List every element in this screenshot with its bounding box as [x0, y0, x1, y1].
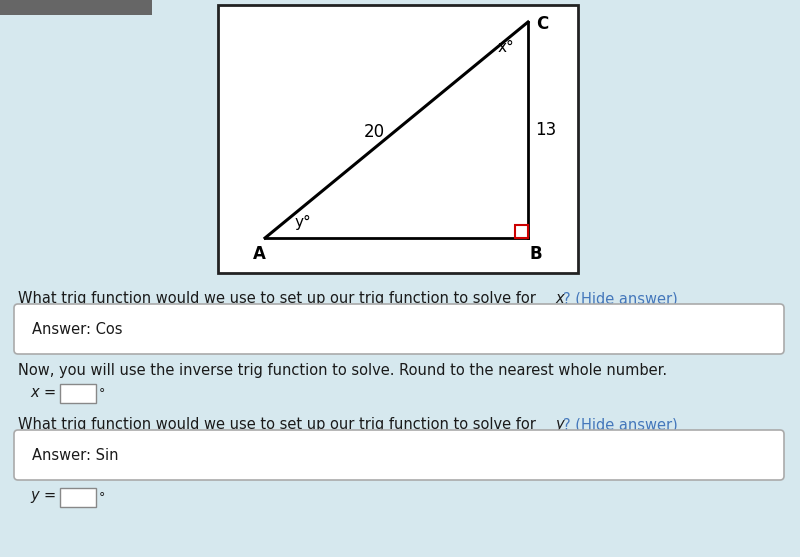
Text: y: y: [555, 417, 564, 432]
Bar: [515, 225, 528, 238]
Text: Now, you will use the inverse trig function to solve. Round to the nearest whole: Now, you will use the inverse trig funct…: [18, 363, 667, 378]
Text: °: °: [99, 388, 106, 400]
Text: Answer: Sin: Answer: Sin: [32, 447, 118, 462]
Text: B: B: [530, 245, 542, 263]
Bar: [60, 488, 96, 507]
Text: 13: 13: [535, 121, 557, 139]
Bar: [0, 0, 152, 15]
Text: $x$ =: $x$ =: [30, 385, 56, 400]
Text: x: x: [555, 291, 564, 306]
Text: ? (Hide answer): ? (Hide answer): [563, 417, 678, 432]
Text: ? (Hide answer): ? (Hide answer): [563, 291, 678, 306]
FancyBboxPatch shape: [14, 304, 784, 354]
Bar: [60, 384, 96, 403]
Text: What trig function would we use to set up our trig function to solve for: What trig function would we use to set u…: [18, 417, 541, 432]
Bar: [218, 5, 578, 273]
Text: y°: y°: [294, 214, 311, 229]
Text: °: °: [99, 491, 106, 505]
FancyBboxPatch shape: [14, 430, 784, 480]
Text: A: A: [253, 245, 266, 263]
Text: What trig function would we use to set up our trig function to solve for: What trig function would we use to set u…: [18, 291, 541, 306]
Text: $y$ =: $y$ =: [30, 489, 56, 505]
Text: 20: 20: [364, 123, 385, 141]
Text: C: C: [536, 15, 548, 33]
Text: x°: x°: [498, 40, 514, 55]
Text: Answer: Cos: Answer: Cos: [32, 321, 122, 336]
